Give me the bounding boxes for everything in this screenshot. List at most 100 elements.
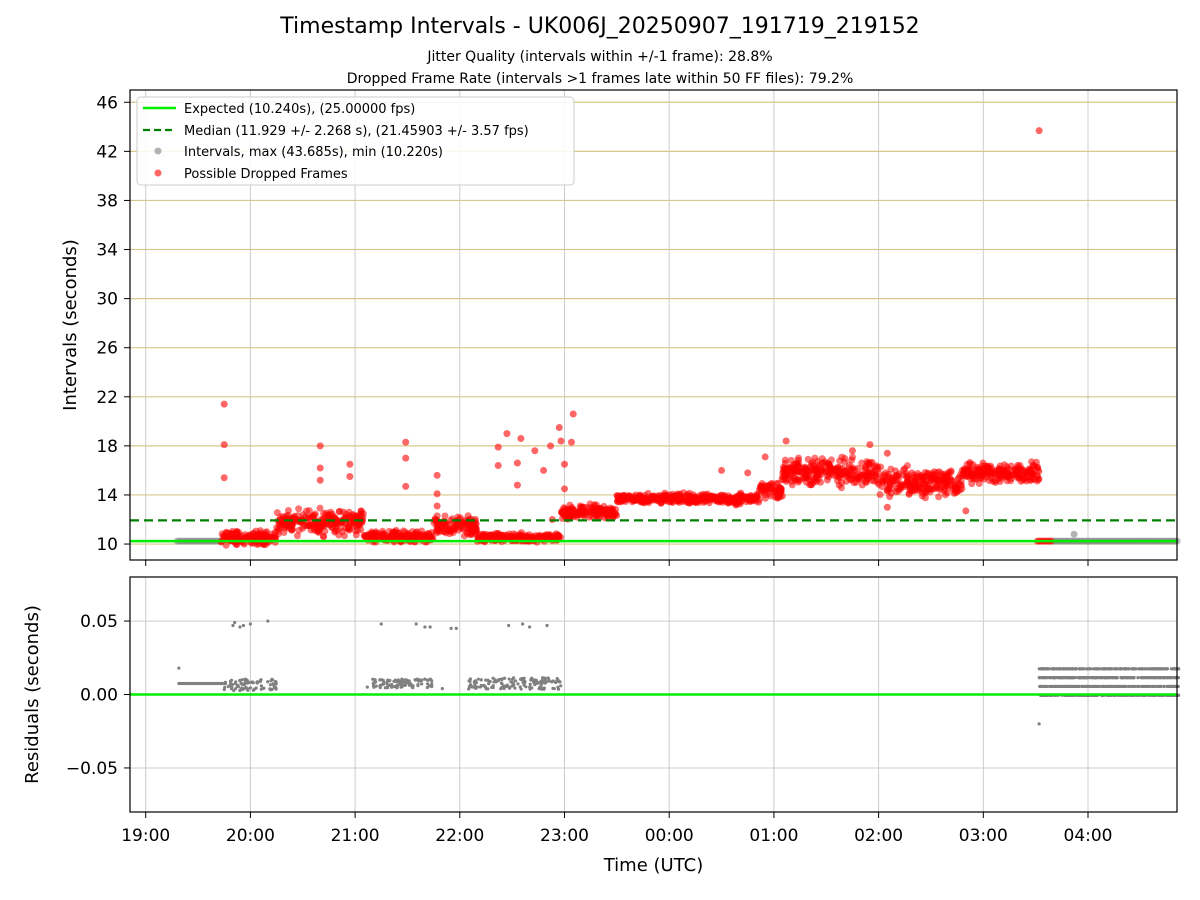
residual-point (229, 687, 234, 691)
dropped-frame-point (402, 454, 410, 462)
residual-point (482, 683, 486, 688)
residual-point (246, 687, 250, 691)
dropped-frame-point (798, 468, 806, 476)
dropped-frame-point (531, 447, 539, 455)
dropped-frame-point (359, 510, 367, 518)
dropped-frame-point (691, 498, 699, 506)
dropped-frame-point (927, 485, 935, 493)
residual-point (1104, 667, 1108, 671)
residual-point (510, 684, 514, 688)
residual-point (543, 678, 547, 682)
residual-point (268, 683, 273, 687)
residual-point (273, 679, 278, 684)
residual-point (1041, 676, 1045, 680)
residual-point (528, 625, 532, 629)
residual-point (497, 677, 501, 682)
dropped-frame-point (870, 463, 878, 471)
dropped-frame-point (841, 454, 849, 462)
dropped-frame-point (806, 481, 814, 489)
residual-point (554, 680, 558, 684)
residual-point (551, 686, 555, 690)
dropped-frame-point (576, 502, 584, 510)
residual-point (238, 625, 242, 629)
dropped-frame-point (398, 534, 406, 542)
dropped-frame-point (781, 456, 789, 464)
residual-point (416, 684, 420, 688)
dropped-frame-point (795, 477, 803, 485)
residual-point (374, 684, 378, 688)
residual-point (393, 678, 397, 682)
residual-point (430, 684, 434, 689)
dropped-frame-point (944, 482, 952, 490)
dropped-frame-point (720, 495, 728, 503)
dropped-frame-point (618, 492, 626, 500)
residuals-ytick-label-2: 0.05 (80, 612, 118, 632)
residual-point (519, 677, 523, 681)
dropped-frame-point (293, 532, 301, 540)
residual-point (1057, 684, 1061, 689)
dropped-frame-point (346, 460, 354, 468)
dropped-frame-point (679, 496, 687, 504)
residual-point (411, 686, 415, 690)
dropped-frame-point (792, 469, 800, 477)
residual-point (371, 677, 375, 681)
intervals-ytick-label-30: 30 (96, 290, 118, 310)
residual-point (392, 685, 397, 689)
residual-point (1077, 676, 1081, 680)
residual-point (1085, 684, 1089, 689)
residual-point (487, 682, 491, 686)
dropped-frame-point (971, 470, 979, 478)
residual-point (1092, 684, 1096, 689)
residual-point (401, 680, 405, 684)
residual-point (262, 686, 266, 690)
residual-point (1060, 676, 1064, 680)
residual-point (1104, 676, 1109, 680)
residual-point (1136, 684, 1140, 689)
residual-point (541, 676, 545, 680)
dropped-frame-point (893, 480, 901, 488)
residual-point (534, 678, 538, 682)
dropped-frame-point (517, 435, 525, 443)
dropped-frame-point (1022, 477, 1030, 485)
residual-point (266, 619, 270, 623)
residual-point (1064, 676, 1068, 680)
dropped-frame-point (1014, 461, 1022, 469)
residual-point (385, 679, 389, 684)
residual-point (1148, 684, 1152, 689)
dropped-frame-point (926, 474, 934, 482)
dropped-frame-point (881, 471, 889, 479)
residual-point (239, 687, 243, 691)
dropped-frame-point (542, 534, 550, 542)
dropped-frame-point (220, 441, 228, 449)
dropped-frame-point (220, 400, 228, 408)
residual-point (271, 682, 275, 686)
dropped-frame-point (866, 441, 874, 449)
dropped-frame-point (992, 478, 1000, 486)
residual-point (545, 623, 549, 628)
dropped-frame-point (1021, 471, 1029, 479)
dropped-frame-point (805, 475, 813, 483)
dropped-frame-point (876, 491, 884, 499)
residual-point (430, 679, 434, 683)
residual-point (425, 685, 429, 690)
dropped-frame-point (567, 438, 575, 446)
xtick-label-2100: 21:00 (331, 826, 380, 846)
dropped-frame-point (772, 480, 780, 488)
residual-point (1078, 667, 1082, 671)
residual-point (1159, 667, 1163, 671)
residual-point (1130, 676, 1134, 680)
intervals-ytick-label-34: 34 (96, 241, 118, 261)
dropped-frame-point (464, 520, 472, 528)
residuals-ylabel: Residuals (seconds) (22, 605, 43, 784)
dropped-frame-point (991, 468, 999, 476)
dropped-frame-point (441, 512, 449, 520)
dropped-frame-point (790, 474, 798, 482)
residual-point (1176, 667, 1181, 671)
dropped-frame-point (836, 464, 844, 472)
dropped-frame-point (726, 494, 734, 502)
residual-point (473, 681, 477, 685)
residual-point (1151, 676, 1156, 680)
residual-point (1088, 676, 1093, 680)
dropped-frame-point (558, 507, 566, 515)
dropped-frame-point (785, 464, 793, 472)
